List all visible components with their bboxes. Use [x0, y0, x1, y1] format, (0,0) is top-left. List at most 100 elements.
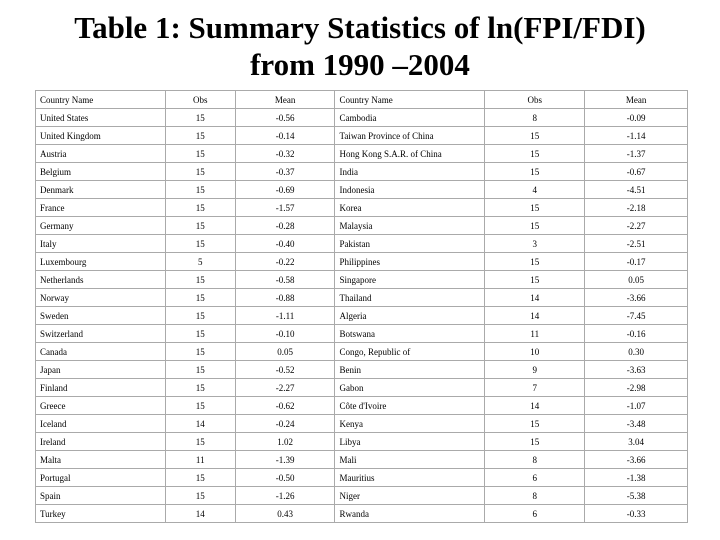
cell: -3.66	[584, 288, 688, 307]
cell: Singapore	[334, 270, 486, 289]
cell: 15	[164, 486, 236, 505]
cell: Turkey	[35, 504, 166, 523]
cell: 8	[484, 486, 586, 505]
cell: -0.69	[234, 180, 336, 199]
cell: Canada	[35, 342, 166, 361]
cell: 3	[484, 234, 586, 253]
cell: Sweden	[35, 306, 166, 325]
cell: 11	[484, 324, 586, 343]
cell: Malta	[35, 450, 166, 469]
cell: 15	[484, 126, 586, 145]
cell: -3.63	[584, 360, 688, 379]
header-cell: Mean	[234, 90, 336, 109]
cell: 14	[484, 288, 586, 307]
cell: -1.26	[234, 486, 336, 505]
cell: Mauritius	[334, 468, 486, 487]
cell: 15	[164, 378, 236, 397]
data-row: Belgium 15 -0.37 India 15 -0.67	[35, 162, 688, 181]
cell: -1.37	[584, 144, 688, 163]
cell: 4	[484, 180, 586, 199]
cell: -1.38	[584, 468, 688, 487]
cell: -2.51	[584, 234, 688, 253]
cell: -0.33	[584, 504, 688, 523]
cell: Benin	[334, 360, 486, 379]
cell: 15	[164, 162, 236, 181]
cell: 8	[484, 108, 586, 127]
cell: -5.38	[584, 486, 688, 505]
cell: Niger	[334, 486, 486, 505]
cell: Greece	[35, 396, 166, 415]
cell: Taiwan Province of China	[334, 126, 486, 145]
cell: 15	[164, 396, 236, 415]
data-row: Finland 15 -2.27 Gabon 7 -2.98	[35, 378, 688, 397]
cell: -3.48	[584, 414, 688, 433]
data-row: France 15 -1.57 Korea 15 -2.18	[35, 198, 688, 217]
cell: -0.52	[234, 360, 336, 379]
summary-table: Country Name Obs Mean Country Name Obs Mean Un…	[35, 90, 688, 523]
cell: -0.50	[234, 468, 336, 487]
cell: -2.18	[584, 198, 688, 217]
cell: 7	[484, 378, 586, 397]
cell: 15	[164, 234, 236, 253]
cell: Botswana	[334, 324, 486, 343]
data-row: Italy 15 -0.40 Pakistan 3 -2.51	[35, 234, 688, 253]
cell: 14	[164, 504, 236, 523]
cell: Iceland	[35, 414, 166, 433]
cell: -0.58	[234, 270, 336, 289]
cell: Rwanda	[334, 504, 486, 523]
cell: 15	[164, 270, 236, 289]
cell: 14	[484, 396, 586, 415]
cell: -0.16	[584, 324, 688, 343]
cell: 14	[164, 414, 236, 433]
data-row: Iceland 14 -0.24 Kenya 15 -3.48	[35, 414, 688, 433]
cell: 15	[164, 126, 236, 145]
cell: Thailand	[334, 288, 486, 307]
cell: 10	[484, 342, 586, 361]
cell: Belgium	[35, 162, 166, 181]
cell: 15	[164, 468, 236, 487]
cell: Denmark	[35, 180, 166, 199]
cell: Luxembourg	[35, 252, 166, 271]
data-row: Denmark 15 -0.69 Indonesia 4 -4.51	[35, 180, 688, 199]
data-row: Norway 15 -0.88 Thailand 14 -3.66	[35, 288, 688, 307]
cell: 0.43	[234, 504, 336, 523]
header-cell: Country Name	[35, 90, 166, 109]
data-row: Malta 11 -1.39 Mali 8 -3.66	[35, 450, 688, 469]
cell: 15	[164, 108, 236, 127]
cell: 15	[164, 342, 236, 361]
cell: -2.27	[234, 378, 336, 397]
data-row: United Kingdom 15 -0.14 Taiwan Province of …	[35, 126, 688, 145]
cell: 11	[164, 450, 236, 469]
cell: 6	[484, 504, 586, 523]
cell: -7.45	[584, 306, 688, 325]
cell: Malaysia	[334, 216, 486, 235]
cell: 15	[164, 216, 236, 235]
data-row: United States 15 -0.56 Cambodia 8 -0.09	[35, 108, 688, 127]
cell: -0.32	[234, 144, 336, 163]
cell: -0.28	[234, 216, 336, 235]
cell: 15	[164, 288, 236, 307]
cell: Algeria	[334, 306, 486, 325]
cell: 0.05	[584, 270, 688, 289]
header-row: Country Name Obs Mean Country Name Obs Mean	[35, 90, 688, 109]
cell: -0.88	[234, 288, 336, 307]
table-body: Country Name Obs Mean Country Name Obs Mean Un…	[35, 90, 688, 523]
cell: 14	[484, 306, 586, 325]
cell: -0.10	[234, 324, 336, 343]
cell: Cambodia	[334, 108, 486, 127]
cell: -0.24	[234, 414, 336, 433]
data-row: Ireland 15 1.02 Libya 15 3.04	[35, 432, 688, 451]
cell: Congo, Republic of	[334, 342, 486, 361]
cell: Gabon	[334, 378, 486, 397]
cell: United Kingdom	[35, 126, 166, 145]
cell: 15	[484, 198, 586, 217]
cell: 15	[164, 324, 236, 343]
cell: -0.67	[584, 162, 688, 181]
cell: -0.09	[584, 108, 688, 127]
cell: -0.14	[234, 126, 336, 145]
cell: -2.27	[584, 216, 688, 235]
cell: Netherlands	[35, 270, 166, 289]
cell: Mali	[334, 450, 486, 469]
data-row: Greece 15 -0.62 Côte d'Ivoire 14 -1.07	[35, 396, 688, 415]
data-row: Switzerland 15 -0.10 Botswana 11 -0.16	[35, 324, 688, 343]
